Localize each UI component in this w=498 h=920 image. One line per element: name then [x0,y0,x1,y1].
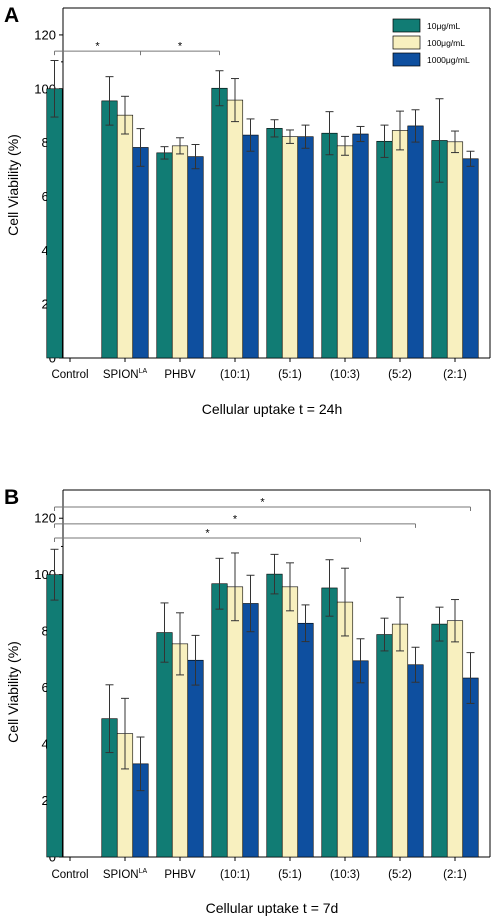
bar [407,664,424,858]
bar [226,99,244,359]
bar [321,587,338,858]
bar [156,152,173,359]
x-tick-label: (5:1) [278,369,302,381]
bar [376,140,393,359]
legend-swatch-100 [392,35,421,50]
significance-star: * [178,41,183,53]
bar [352,660,369,858]
bar [391,130,409,359]
bar [171,643,189,858]
y-tick-label: 120 [34,511,56,526]
legend-label-1000: 1000μg/mL [427,55,470,65]
significance-star: * [233,513,238,525]
bar [352,133,369,359]
x-tick-label: (2:1) [443,869,467,881]
bar [226,586,244,858]
panel-letter-b: B [4,486,19,509]
bar [446,141,464,359]
bar [462,158,479,359]
x-tick-label: (10:3) [330,369,360,381]
legend-swatch-10 [392,18,421,33]
bar [391,623,409,858]
bar [297,622,314,858]
bar [266,573,283,858]
bar [281,136,299,359]
x-tick-label: Control [51,869,88,881]
x-axis-title: Cellular uptake t = 7d [206,900,339,916]
legend-label-10: 10μg/mL [427,21,461,31]
legend-swatch-1000 [392,52,421,67]
bar [46,88,63,359]
bar [281,586,299,858]
bar [297,136,314,359]
x-axis-title: Cellular uptake t = 24h [202,401,342,417]
bar [156,632,173,858]
bar [462,677,479,858]
bar [266,128,283,359]
bar [407,125,424,359]
significance-star: * [260,496,265,508]
bar [211,583,228,858]
y-axis-title: Cell Viability (%) [5,641,21,743]
bar [336,601,354,858]
bar [446,620,464,858]
x-tick-label: (5:2) [388,869,412,881]
bar [376,634,393,858]
panel-letter-a: A [4,4,19,27]
x-tick-label: (10:1) [220,869,250,881]
bar [187,659,204,858]
panel-b: B Cell Viability (%) Cellular uptake t =… [4,486,491,916]
bar [211,87,228,359]
legend: 10μg/mL 100μg/mL 1000μg/mL [392,18,470,67]
bar [132,147,149,359]
x-tick-label: PHBV [164,369,196,381]
significance-star: * [95,41,100,53]
bar [46,574,63,858]
bar [431,623,448,858]
x-tick-label: (2:1) [443,369,467,381]
legend-label-100: 100μg/mL [427,38,465,48]
x-tick-label: (10:1) [220,369,250,381]
x-tick-label: (10:3) [330,869,360,881]
bar [321,132,338,359]
y-tick-label: 120 [34,27,56,42]
panel-a: A 10μg/mL 100μg/mL 1000μg/mL Cell Viabil… [4,4,491,417]
x-tick-label: Control [51,369,88,381]
bar [336,145,354,359]
x-tick-label: PHBV [164,869,196,881]
x-tick-label: (5:2) [388,369,412,381]
x-tick-label: SPIONLA [103,868,148,881]
significance-star: * [205,527,210,539]
bar [242,134,259,359]
x-tick-label: SPIONLA [103,368,148,381]
bar [116,114,134,359]
bar [187,156,204,359]
bar [101,100,118,359]
bar [171,145,189,359]
y-axis-title: Cell Viability (%) [5,134,21,236]
x-tick-label: (5:1) [278,869,302,881]
bar [242,603,259,858]
